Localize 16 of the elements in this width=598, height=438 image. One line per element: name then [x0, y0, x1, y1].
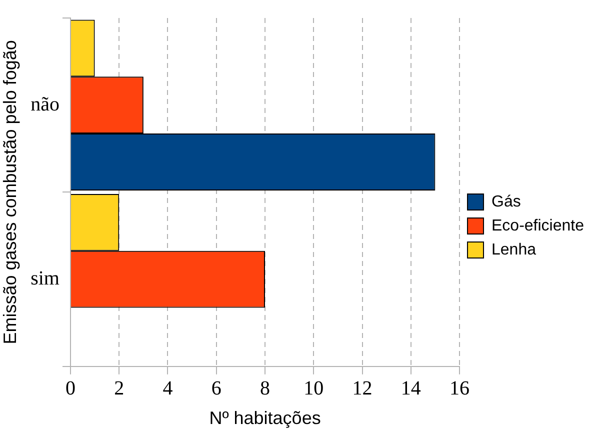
x-tick-label: 16 — [450, 378, 470, 400]
x-axis-title: Nº habitações — [209, 408, 321, 428]
legend-label: Gás — [492, 193, 521, 210]
x-tick-label: 4 — [162, 378, 173, 400]
x-tick-label: 14 — [400, 378, 421, 400]
x-tick-label: 12 — [352, 378, 372, 400]
x-tick-label: 0 — [65, 378, 76, 400]
y-tick-label: não — [30, 93, 60, 116]
y-axis-title: Emissão gases combustão pelo fogão — [0, 40, 20, 344]
y-tick-label: sim — [30, 268, 60, 290]
x-tick-label: 8 — [260, 378, 270, 400]
x-tick-label: 10 — [304, 378, 324, 400]
legend-label: Lenha — [492, 241, 536, 258]
x-tick-label: 6 — [211, 378, 222, 400]
x-tick-label: 2 — [114, 378, 124, 400]
legend-label: Eco-eficiente — [492, 217, 584, 234]
